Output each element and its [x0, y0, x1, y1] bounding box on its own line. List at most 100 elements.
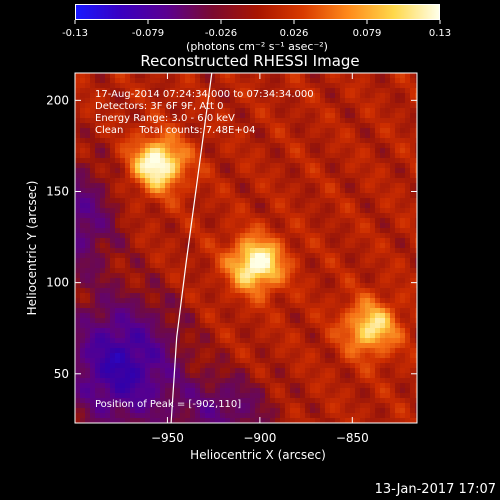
image-pixel [325, 333, 331, 339]
image-pixel [390, 113, 396, 119]
image-pixel [335, 173, 341, 179]
image-pixel [135, 183, 141, 189]
image-pixel [165, 238, 171, 244]
image-pixel [180, 393, 186, 399]
image-pixel [215, 193, 221, 199]
image-pixel [185, 418, 191, 423]
image-pixel [80, 208, 86, 214]
image-pixel [350, 148, 356, 154]
image-pixel [315, 88, 321, 94]
image-pixel [145, 103, 151, 109]
image-pixel [210, 178, 216, 184]
image-pixel [300, 233, 306, 239]
image-pixel [340, 203, 346, 209]
image-pixel [290, 413, 296, 419]
image-pixel [200, 153, 206, 159]
image-pixel [220, 123, 226, 129]
image-pixel [335, 78, 341, 84]
image-pixel [285, 413, 291, 419]
image-pixel [365, 408, 371, 414]
image-pixel [220, 383, 226, 389]
image-pixel [295, 88, 301, 94]
image-pixel [245, 358, 251, 364]
image-pixel [80, 358, 86, 364]
image-pixel [390, 253, 396, 259]
image-pixel [245, 273, 251, 279]
image-pixel [375, 398, 381, 404]
image-pixel [230, 323, 236, 329]
image-pixel [195, 338, 201, 344]
image-pixel [295, 348, 301, 354]
image-pixel [365, 198, 371, 204]
image-pixel [415, 253, 417, 259]
image-pixel [115, 408, 121, 414]
image-pixel [120, 298, 126, 304]
image-pixel [140, 138, 146, 144]
image-pixel [275, 353, 281, 359]
image-pixel [185, 138, 191, 144]
image-pixel [235, 83, 241, 89]
image-pixel [195, 143, 201, 149]
image-pixel [305, 373, 311, 379]
image-pixel [350, 268, 356, 274]
image-pixel [130, 183, 136, 189]
image-pixel [135, 138, 141, 144]
image-pixel [190, 373, 196, 379]
image-pixel [125, 303, 131, 309]
image-pixel [410, 308, 416, 314]
image-pixel [405, 293, 411, 299]
image-pixel [140, 383, 146, 389]
image-pixel [315, 413, 321, 419]
image-pixel [295, 128, 301, 134]
image-pixel [130, 148, 136, 154]
image-pixel [95, 158, 101, 164]
image-pixel [285, 73, 291, 79]
image-pixel [250, 283, 256, 289]
image-pixel [175, 133, 181, 139]
image-pixel [290, 278, 296, 284]
image-pixel [165, 93, 171, 99]
image-pixel [125, 238, 131, 244]
image-pixel [355, 403, 361, 409]
image-pixel [105, 203, 111, 209]
image-pixel [350, 178, 356, 184]
image-pixel [230, 353, 236, 359]
image-pixel [125, 418, 131, 423]
image-pixel [225, 138, 231, 144]
image-pixel [415, 233, 417, 239]
image-pixel [190, 228, 196, 234]
image-pixel [200, 258, 206, 264]
image-pixel [400, 78, 406, 84]
image-pixel [205, 253, 211, 259]
image-pixel [130, 173, 136, 179]
image-pixel [165, 108, 171, 114]
image-pixel [410, 353, 416, 359]
image-pixel [155, 393, 161, 399]
image-pixel [305, 113, 311, 119]
image-pixel [305, 248, 311, 254]
image-pixel [370, 323, 376, 329]
image-pixel [120, 313, 126, 319]
image-pixel [360, 373, 366, 379]
image-pixel [380, 398, 386, 404]
image-pixel [290, 98, 296, 104]
image-pixel [310, 128, 316, 134]
image-pixel [275, 338, 281, 344]
image-pixel [215, 308, 221, 314]
image-pixel [265, 293, 271, 299]
image-pixel [85, 228, 91, 234]
image-pixel [80, 383, 86, 389]
image-pixel [170, 318, 176, 324]
image-pixel [85, 328, 91, 334]
image-pixel [120, 218, 126, 224]
image-pixel [165, 98, 171, 104]
image-pixel [240, 273, 246, 279]
image-pixel [190, 283, 196, 289]
image-pixel [165, 383, 171, 389]
image-pixel [380, 228, 386, 234]
image-pixel [290, 203, 296, 209]
image-pixel [285, 378, 291, 384]
image-pixel [85, 343, 91, 349]
image-pixel [255, 388, 261, 394]
image-pixel [190, 293, 196, 299]
